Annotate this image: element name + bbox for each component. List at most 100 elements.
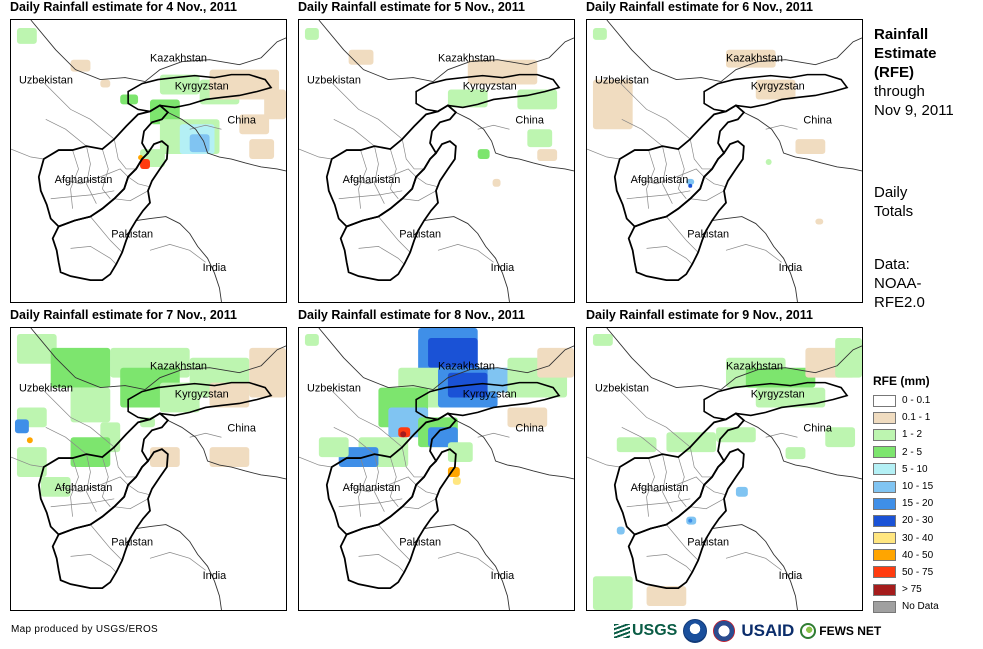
province-boundary [189,432,222,438]
rainfall-area [318,437,349,458]
province-boundary [328,79,403,140]
map-label-kyrgyzstan: Kyrgyzstan [463,81,517,93]
afghanistan-border [325,412,458,536]
rainfall-area [348,49,374,65]
map-label-kyrgyzstan: Kyrgyzstan [175,389,229,401]
province-boundary [328,387,403,448]
fews-net-logo-text: FEWS NET [819,624,882,638]
province-boundary [348,168,417,185]
map-label-afghanistan: Afghanistan [343,174,401,186]
map-label-afghanistan: Afghanistan [55,174,113,186]
country-border [30,20,286,83]
country-border [167,419,286,480]
map-svg: Kazakhstan Uzbekistan Kyrgyzstan China Afgha… [299,20,574,302]
rainfall-area [189,134,210,153]
legend-swatch [873,480,896,493]
legend-item: 50 - 75 [873,564,939,581]
map-label-kazakhstan: Kazakhstan [438,53,495,65]
province-boundary [374,454,385,512]
province-boundary [636,476,705,493]
legend-swatch [873,394,896,407]
rainfall-area [149,99,180,125]
rainfall-area [140,417,155,428]
legend-swatch [873,428,896,441]
legend-title: RFE (mm) [873,374,930,388]
map-label-pakistan: Pakistan [399,228,441,240]
country-border [712,524,798,610]
rainfall-area [40,476,71,497]
rainfall-area [149,447,180,468]
legend-item: 40 - 50 [873,547,939,564]
rainfall-area [428,427,458,448]
rainfall-area [120,94,139,105]
fews-net-logo: FEWS NET [800,623,881,639]
legend-swatch [873,600,896,613]
map-frame: Kazakhstan Uzbekistan Kyrgyzstan China Afgha… [10,19,287,303]
country-border [455,419,574,480]
province-boundary [626,498,691,508]
map-label-uzbekistan: Uzbekistan [595,75,649,87]
map-label-pakistan: Pakistan [687,228,729,240]
legend-item: No Data [873,598,939,615]
rainfall-area [646,586,687,607]
rainfall-area [517,89,558,110]
province-boundary [127,484,151,496]
legend-item: 30 - 40 [873,530,939,547]
province-boundary [662,146,673,204]
panel-title: Daily Rainfall estimate for 9 Nov., 2011 [586,308,813,322]
rainfall-area [795,139,826,155]
legend-item: > 75 [873,581,939,598]
rainfall-area [477,149,490,160]
rainfall-area [507,407,548,428]
province-boundary [189,124,222,130]
rainfall-area [16,447,47,477]
sidebar-data-line: Data: [874,256,910,273]
rainfall-area [785,447,806,460]
country-border [167,111,286,172]
map-label-uzbekistan: Uzbekistan [19,383,73,395]
rainfall-area [592,333,613,346]
panel-title: Daily Rainfall estimate for 8 Nov., 2011 [298,308,525,322]
rainfall-area [735,486,748,497]
map-label-kazakhstan: Kazakhstan [150,361,207,373]
legend-swatch [873,549,896,562]
rainfall-area [209,69,280,100]
province-boundary [50,498,115,508]
rainfall-area [725,49,776,68]
rainfall-area [537,149,558,161]
sidebar-through: through Nov 9, 2011 [874,82,954,120]
rainfall-area [140,159,150,169]
legend-label: 0.1 - 1 [902,412,931,424]
province-boundary [689,447,713,478]
map-svg: Kazakhstan Uzbekistan Kyrgyzstan China Afgha… [299,328,574,610]
province-boundary [299,456,332,468]
legend-swatch [873,497,896,510]
province-boundary [338,498,403,508]
country-border [743,419,862,480]
legend-label: 10 - 15 [902,481,934,493]
province-boundary [113,447,137,478]
sidebar-through-line: Nov 9, 2011 [874,102,954,119]
legend-swatch [873,583,896,596]
legend-label: No Data [902,601,939,613]
afghanistan-border [325,104,458,228]
map-label-afghanistan: Afghanistan [55,482,113,494]
province-boundary [389,148,399,199]
map-label-kyrgyzstan: Kyrgyzstan [751,81,805,93]
map-label-pakistan: Pakistan [399,536,441,548]
legend-label: 40 - 50 [902,549,934,561]
rainfall-area [527,129,553,148]
map-frame: Kazakhstan Uzbekistan Kyrgyzstan China Afgha… [10,327,287,611]
globe-icon [800,623,817,639]
province-boundary [101,456,111,507]
sidebar-title-line: Estimate [874,45,937,62]
province-boundary [477,432,510,438]
province-boundary [725,244,782,263]
usaid-logo: USAID [741,621,795,640]
sidebar-title: Rainfall Estimate (RFE) [874,25,937,82]
map-svg: Kazakhstan Uzbekistan Kyrgyzstan China Afgha… [587,328,862,610]
afghanistan-border [37,104,170,228]
province-boundary [374,146,385,204]
map-label-kazakhstan: Kazakhstan [726,53,783,65]
rainfall-area [755,79,796,100]
